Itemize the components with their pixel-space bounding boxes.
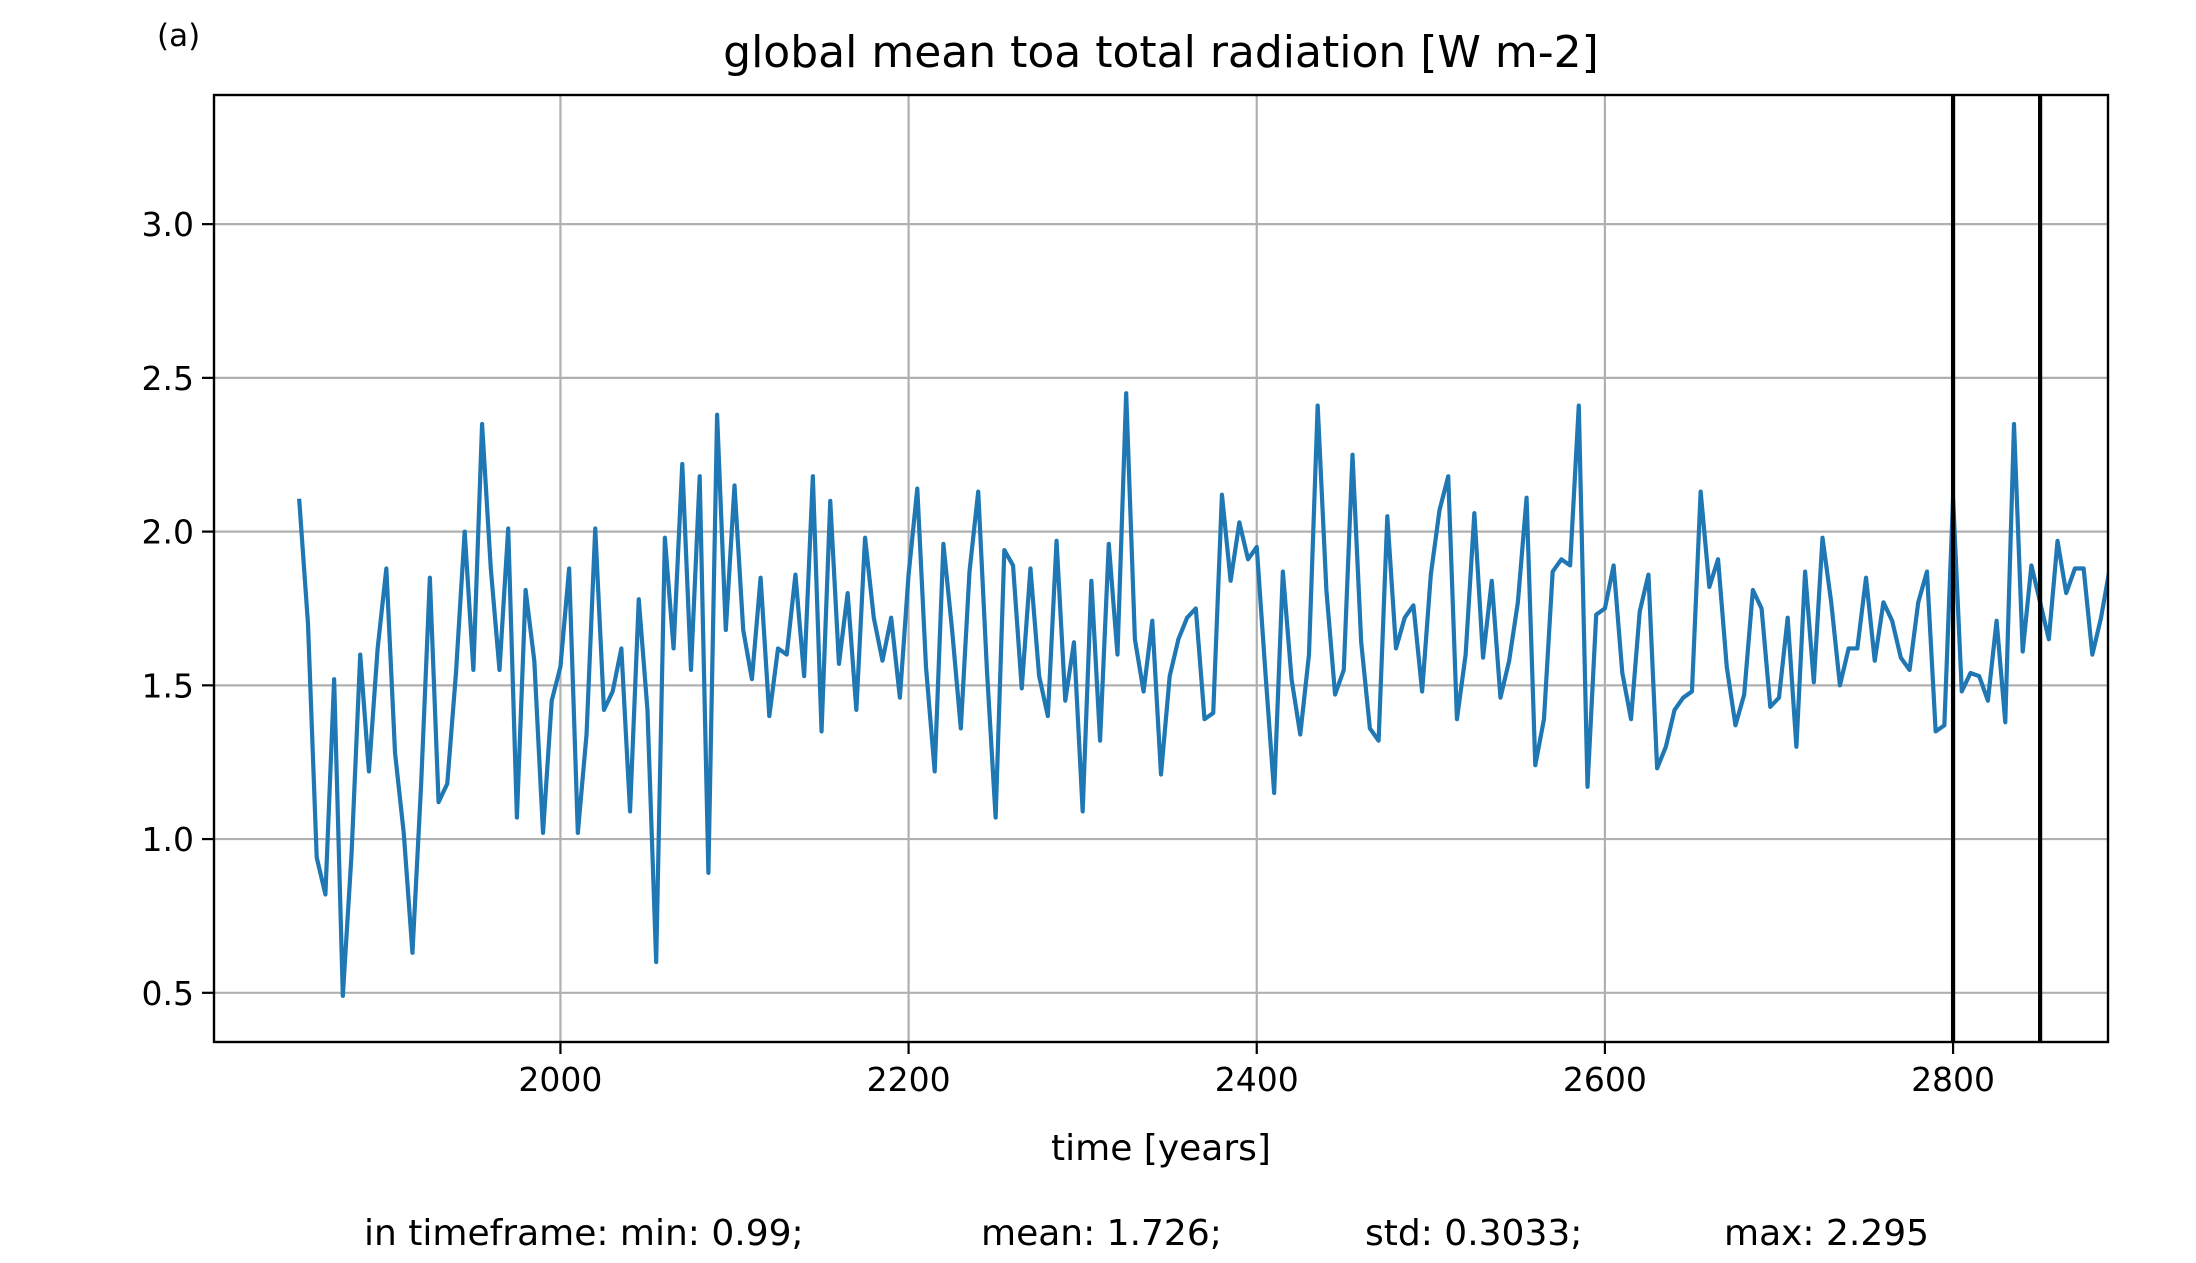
series-line-0: [297, 391, 2108, 998]
stats-mean: mean: 1.726;: [981, 1213, 1222, 1254]
y-tick-label: 1.5: [142, 666, 194, 705]
y-axis: 0.5 1.0 1.5 2.0 2.5 3.0: [142, 205, 214, 1013]
y-tick-label: 3.0: [142, 205, 194, 244]
stats-max: max: 2.295: [1724, 1213, 1929, 1254]
y-tick-label: 2.5: [142, 359, 194, 398]
x-axis-label: time [years]: [1051, 1128, 1271, 1169]
series-layer: [297, 391, 2108, 998]
x-tick-label: 2200: [867, 1060, 951, 1099]
stats-std: std: 0.3033;: [1365, 1213, 1582, 1254]
y-tick-label: 1.0: [142, 820, 194, 859]
panel-label: (a): [157, 18, 200, 54]
x-tick-label: 2600: [1563, 1060, 1647, 1099]
y-tick-label: 2.0: [142, 513, 194, 552]
y-tick-label: 0.5: [142, 974, 194, 1013]
x-axis: 2000 2200 2400 2600 2800: [518, 1042, 1995, 1099]
x-tick-label: 2000: [518, 1060, 602, 1099]
chart-title: global mean toa total radiation [W m-2]: [723, 27, 1599, 78]
plot-background: [214, 95, 2108, 1042]
stats-min: in timeframe: min: 0.99;: [364, 1213, 804, 1254]
x-tick-label: 2400: [1215, 1060, 1299, 1099]
plot-frame: [212, 93, 2110, 1044]
x-tick-label: 2800: [1911, 1060, 1995, 1099]
timeframe-markers: [1950, 95, 2043, 1042]
